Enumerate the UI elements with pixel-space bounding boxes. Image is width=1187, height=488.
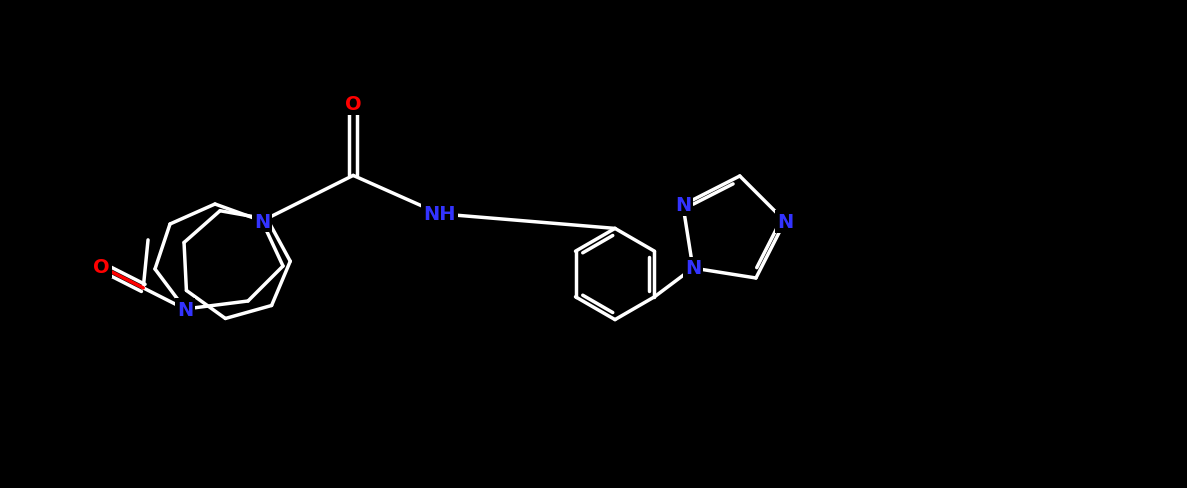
Text: N: N [685,259,702,278]
Text: O: O [345,95,362,114]
Text: N: N [674,196,691,215]
Text: N: N [776,212,793,231]
Text: NH: NH [424,205,456,224]
Text: N: N [254,212,271,231]
Text: O: O [93,258,109,277]
Text: N: N [177,300,193,319]
